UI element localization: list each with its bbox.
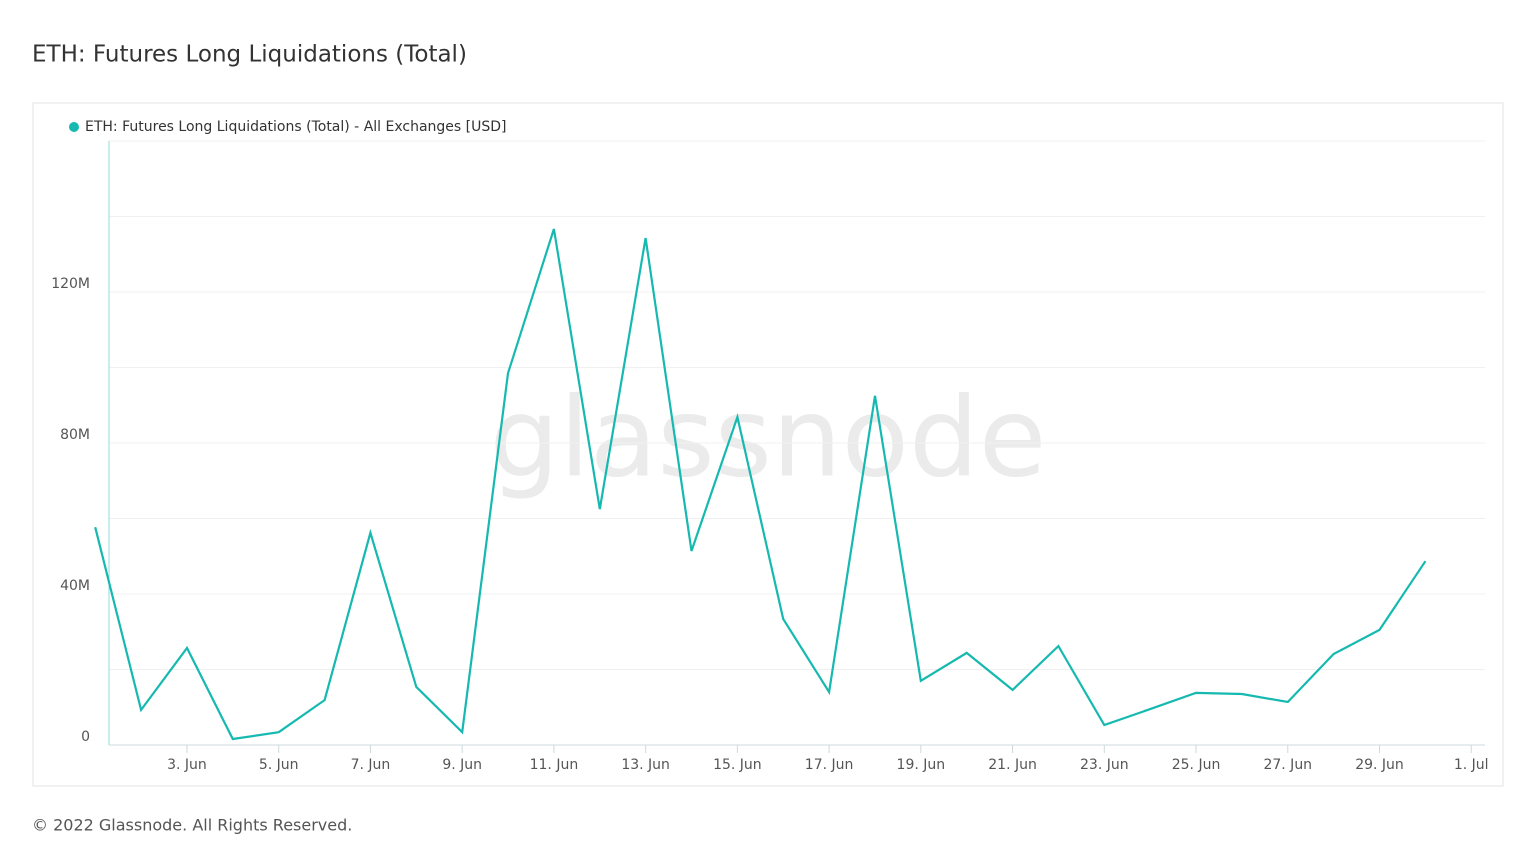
- y-tick-label: 0: [81, 729, 90, 745]
- x-tick-label: 25. Jun: [1172, 757, 1221, 773]
- x-tick-label: 13. Jun: [621, 757, 670, 773]
- x-tick-label: 5. Jun: [259, 757, 299, 773]
- data-line: [94, 228, 1427, 741]
- chart-title: ETH: Futures Long Liquidations (Total): [32, 42, 467, 68]
- x-tick-label: 7. Jun: [351, 757, 391, 773]
- x-tick-label: 1. Jul: [1454, 757, 1489, 773]
- y-tick-label: 120M: [51, 276, 90, 292]
- legend-marker: [69, 122, 79, 132]
- x-tick-label: 17. Jun: [805, 757, 854, 773]
- watermark: glassnode: [490, 373, 1047, 501]
- panel: [32, 102, 1504, 787]
- y-tick-label: 80M: [60, 427, 90, 443]
- x-tick-label: 11. Jun: [530, 757, 579, 773]
- x-tick-label: 19. Jun: [897, 757, 946, 773]
- x-tick-label: 23. Jun: [1080, 757, 1129, 773]
- x-tick-label: 29. Jun: [1355, 757, 1404, 773]
- x-tick-label: 27. Jun: [1263, 757, 1312, 773]
- x-tick-label: 9. Jun: [442, 757, 482, 773]
- footer: © 2022 Glassnode. All Rights Reserved.: [32, 816, 352, 835]
- x-tick-label: 15. Jun: [713, 757, 762, 773]
- x-tick-label: 3. Jun: [167, 757, 207, 773]
- legend-label: ETH: Futures Long Liquidations (Total) -…: [85, 119, 506, 135]
- y-tick-label: 40M: [60, 578, 90, 594]
- x-tick-label: 21. Jun: [988, 757, 1037, 773]
